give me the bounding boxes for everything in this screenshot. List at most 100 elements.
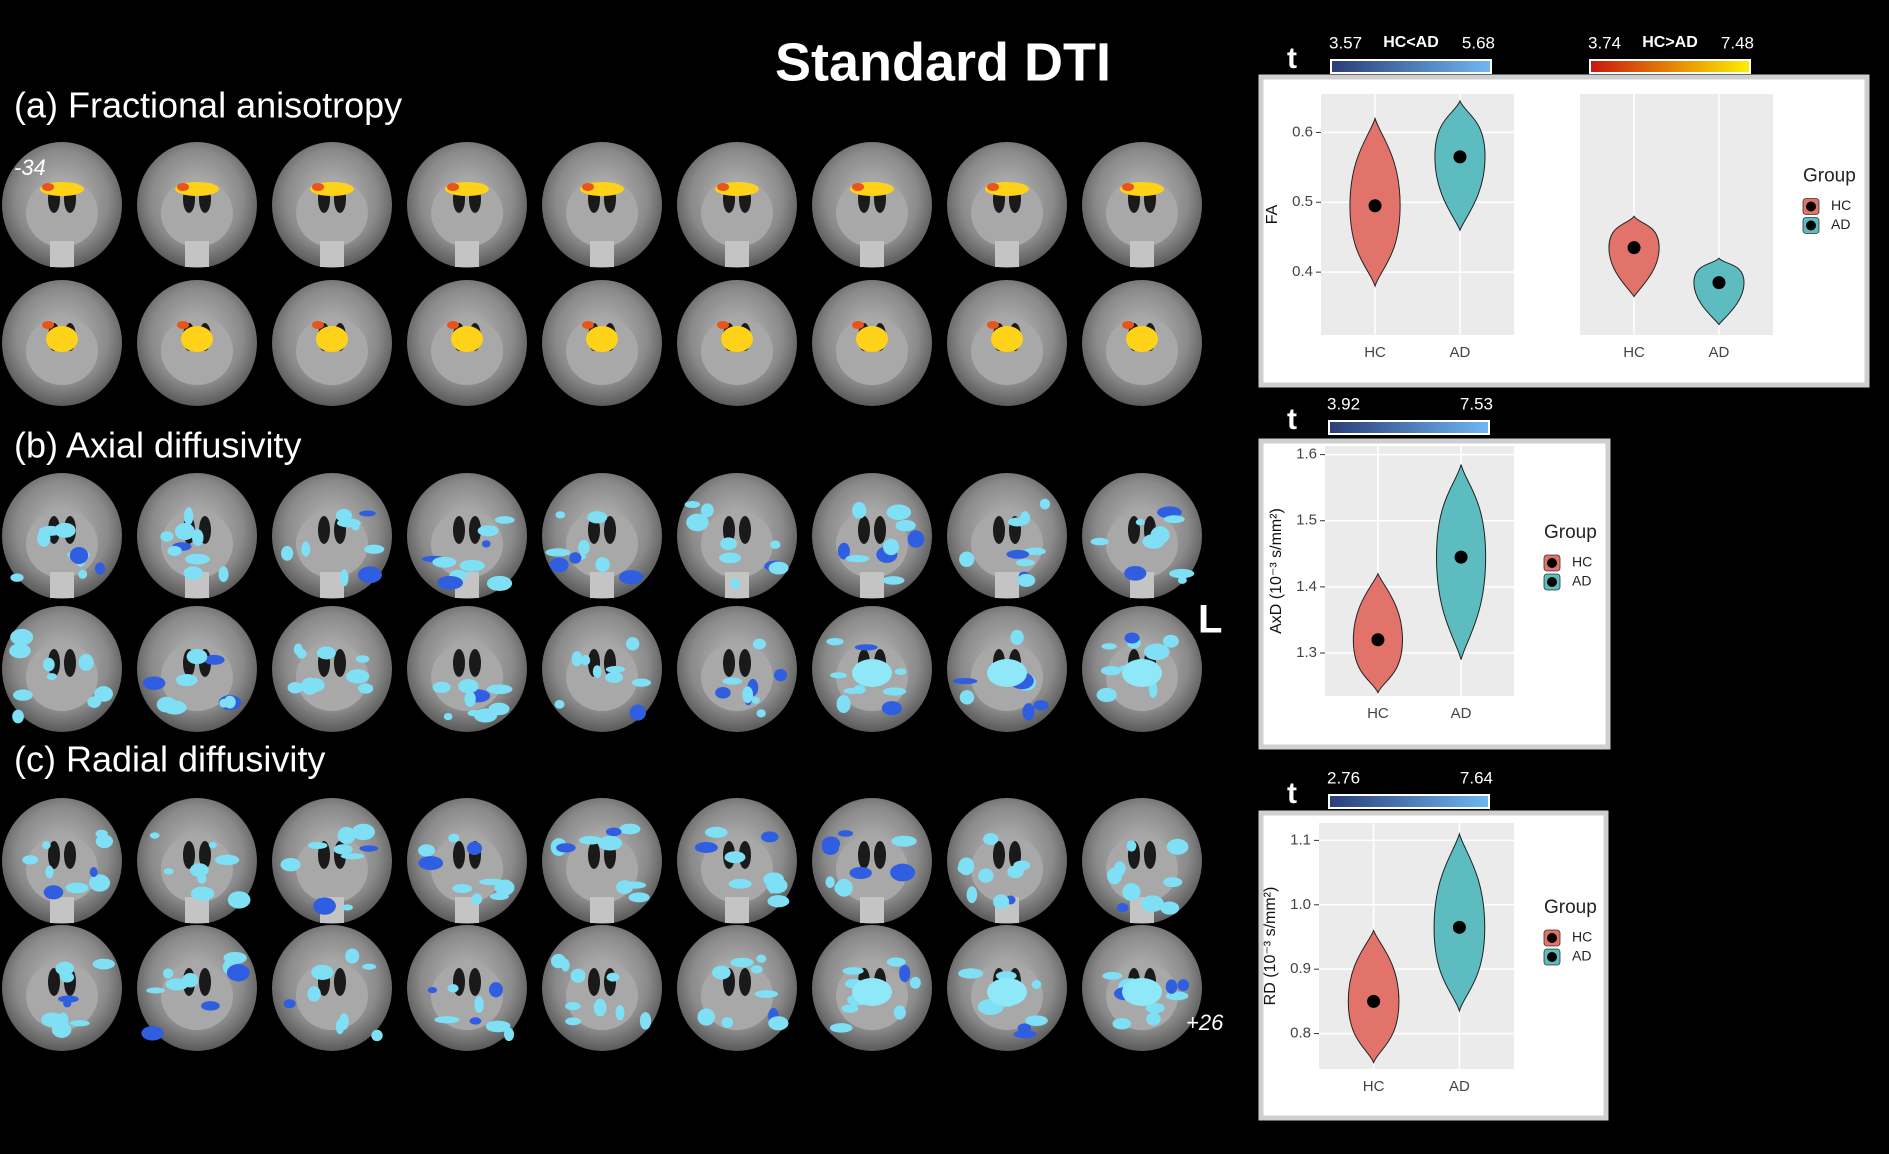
blob xyxy=(684,500,701,509)
mean-dot xyxy=(1367,994,1381,1008)
brain-core xyxy=(971,510,1043,578)
blob xyxy=(686,513,709,532)
blob xyxy=(469,1017,482,1025)
blob xyxy=(545,548,571,557)
brain-slice xyxy=(812,925,932,1051)
blob xyxy=(174,522,195,541)
blob xyxy=(856,326,888,352)
blob xyxy=(625,637,640,651)
blob xyxy=(730,957,754,968)
colorbar-symbol: t xyxy=(1287,777,1297,810)
plot-panel xyxy=(1319,823,1514,1069)
brain-slice xyxy=(2,280,122,406)
brain-core xyxy=(431,179,503,247)
blob xyxy=(852,659,892,687)
blob xyxy=(464,691,476,707)
y-axis-label: RD (10⁻³ s/mm²) xyxy=(1262,887,1279,1006)
colorbar-max: 7.53 xyxy=(1460,394,1493,413)
blob xyxy=(201,1001,220,1011)
figure-title: Standard DTI xyxy=(775,32,1111,92)
legend-label: AD xyxy=(1572,948,1591,964)
blob xyxy=(893,1005,906,1020)
ventricle xyxy=(874,516,886,544)
brain-slice xyxy=(1082,606,1202,732)
brain-core xyxy=(296,179,368,247)
blob xyxy=(95,834,114,849)
blob xyxy=(437,576,464,590)
blob xyxy=(481,540,491,548)
blob xyxy=(160,531,174,542)
blob xyxy=(881,701,902,716)
brain-core xyxy=(701,179,773,247)
blob xyxy=(615,1005,625,1021)
brain-slice xyxy=(407,473,527,599)
blob xyxy=(606,972,620,982)
ventricle xyxy=(469,649,481,677)
blob xyxy=(142,676,166,690)
blob xyxy=(1160,901,1180,915)
blob xyxy=(146,987,165,994)
x-tick-label: HC xyxy=(1363,1078,1385,1095)
blob xyxy=(78,654,94,671)
blob xyxy=(995,971,1017,981)
blob xyxy=(13,689,33,701)
blob xyxy=(1122,978,1162,1006)
blob xyxy=(186,648,208,665)
blob xyxy=(595,557,610,573)
blob xyxy=(959,551,975,568)
blob xyxy=(619,823,641,835)
brain-slice xyxy=(1082,280,1202,406)
y-axis-label: AxD (10⁻³ s/mm²) xyxy=(1268,508,1285,634)
blob xyxy=(149,832,160,839)
blob xyxy=(1015,559,1035,567)
blob xyxy=(991,326,1023,352)
blob xyxy=(474,995,484,1014)
brainstem xyxy=(50,897,74,923)
blob xyxy=(704,826,728,838)
brain-core xyxy=(1106,179,1178,247)
ventricle xyxy=(199,841,211,869)
blob xyxy=(1017,1023,1032,1034)
blob xyxy=(311,964,334,980)
blob xyxy=(750,965,763,974)
brainstem xyxy=(50,241,74,267)
x-tick-label: HC xyxy=(1623,344,1645,361)
brain-core xyxy=(296,835,368,903)
blob xyxy=(773,668,787,682)
ventricle xyxy=(588,968,600,996)
brain-slice xyxy=(272,280,392,406)
brain-slice xyxy=(407,798,527,924)
blob xyxy=(1010,629,1024,646)
blob xyxy=(993,894,1010,910)
blob xyxy=(345,948,360,964)
brain-slice xyxy=(137,142,257,268)
brain-slice xyxy=(2,606,122,732)
blob xyxy=(1140,895,1164,912)
blob xyxy=(94,686,114,702)
ventricle xyxy=(723,516,735,544)
blob xyxy=(42,321,54,329)
blob xyxy=(842,967,864,975)
blob xyxy=(899,964,911,983)
plot-panel xyxy=(1580,94,1773,335)
blob xyxy=(1165,979,1178,994)
blob xyxy=(987,978,1027,1006)
legend-dot xyxy=(1547,577,1557,587)
brain-slice xyxy=(272,142,392,268)
blob xyxy=(1122,183,1134,191)
brain-core xyxy=(26,643,98,711)
blob xyxy=(618,570,644,585)
blob xyxy=(978,868,994,883)
blob xyxy=(852,502,867,519)
blob xyxy=(578,835,603,845)
blob xyxy=(447,183,459,191)
ventricle xyxy=(604,968,616,996)
brain-core xyxy=(296,962,368,1030)
blob xyxy=(9,643,31,659)
blob xyxy=(42,183,54,191)
brain-slice xyxy=(947,473,1067,599)
brain-core xyxy=(431,962,503,1030)
blob xyxy=(883,538,900,556)
ventricle xyxy=(469,968,481,996)
brain-core xyxy=(701,835,773,903)
